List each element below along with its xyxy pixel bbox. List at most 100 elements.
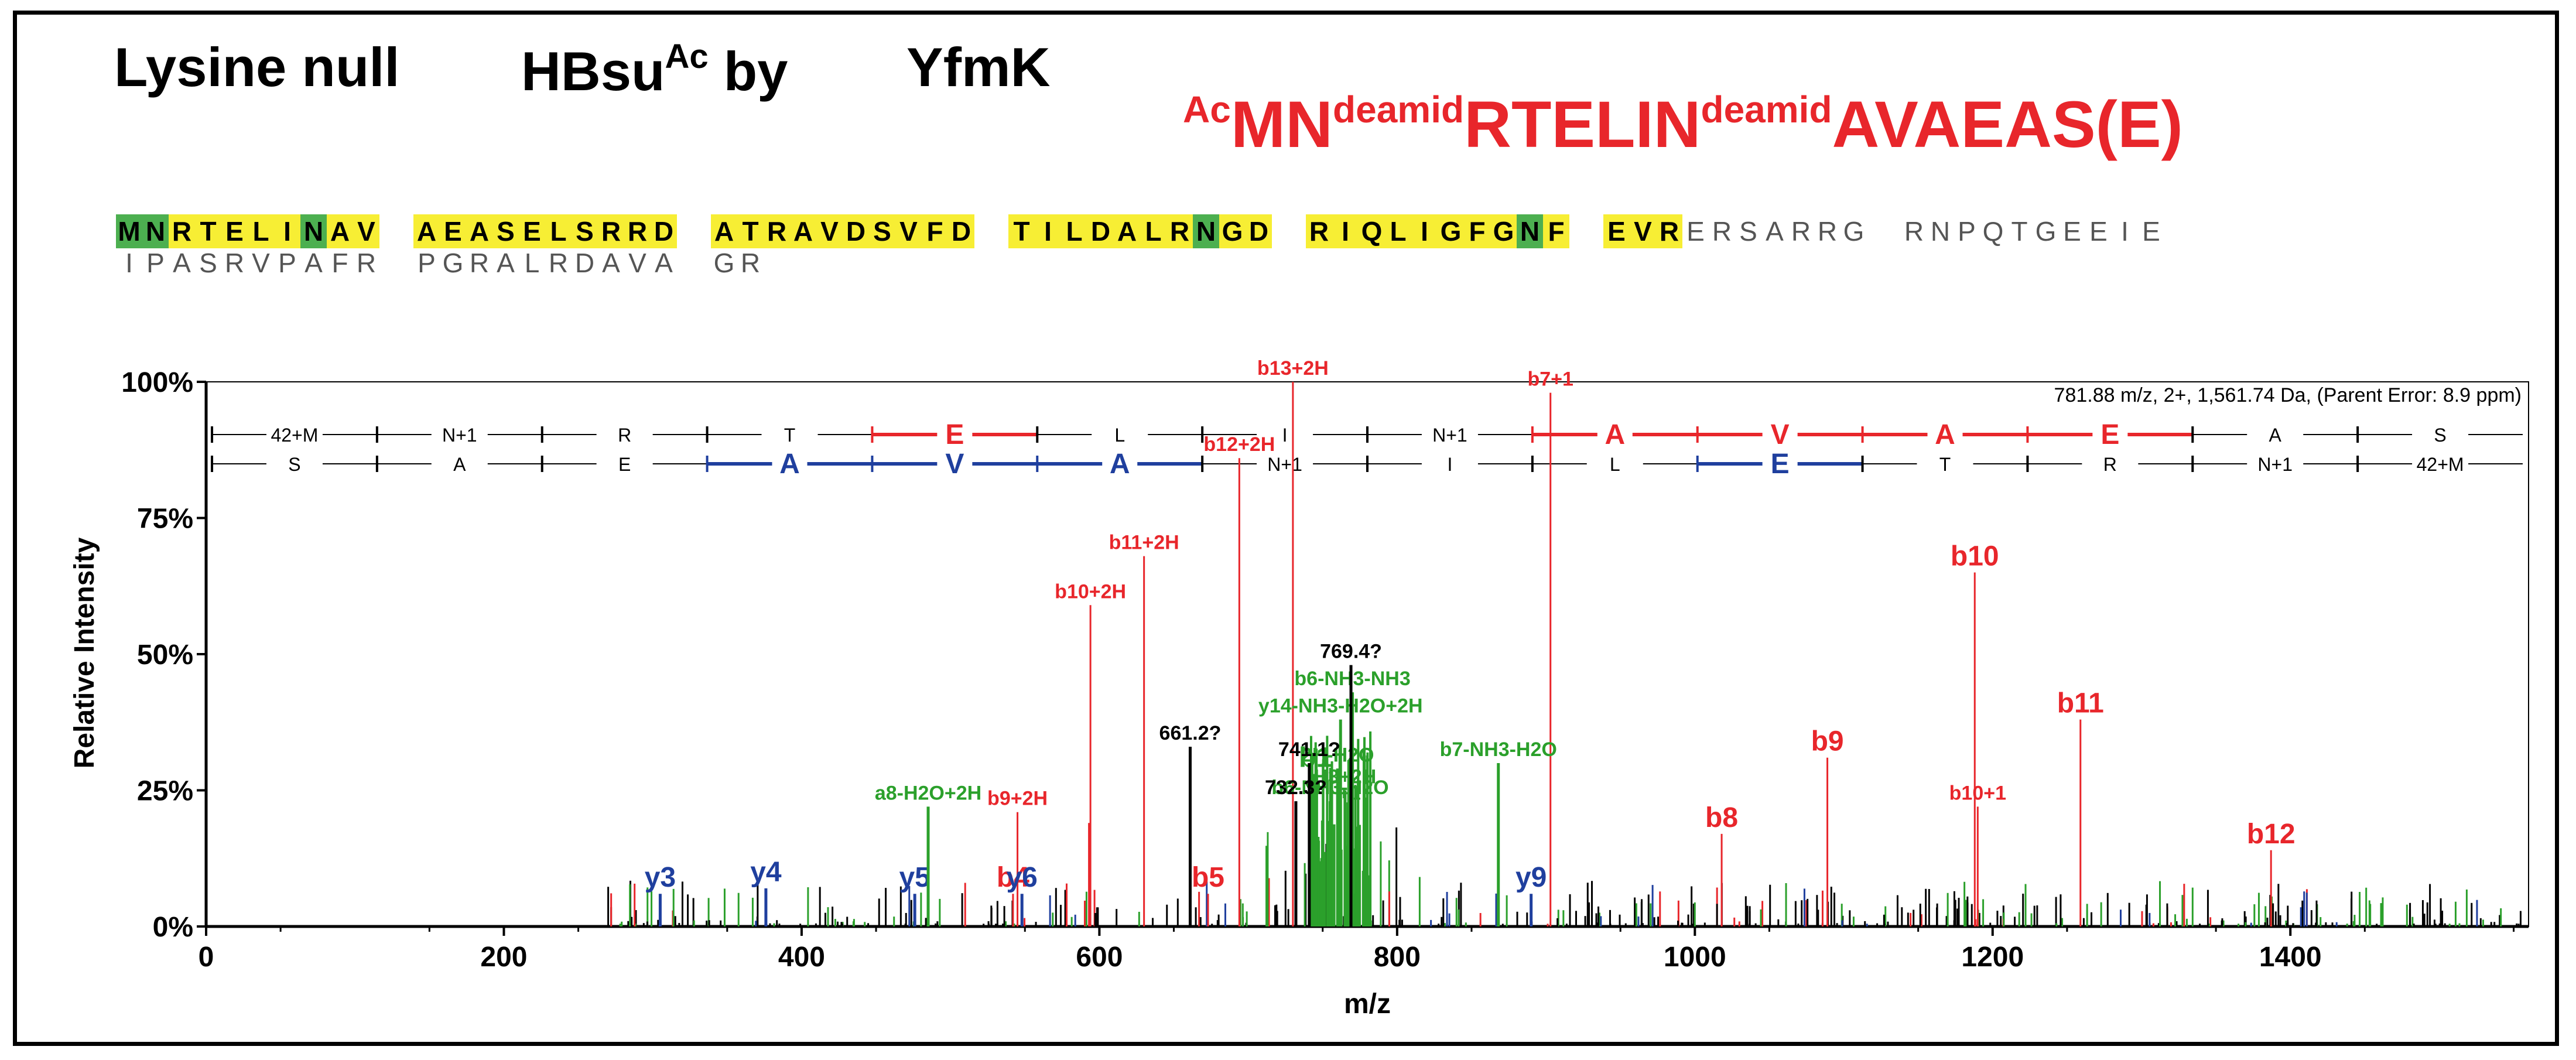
ladder-bottom-label-bg — [937, 452, 973, 476]
residue: Q — [1359, 214, 1385, 248]
ladder-bottom-label: R — [2103, 454, 2117, 475]
residue: F — [1543, 214, 1569, 248]
ladder-bottom-label: E — [1771, 449, 1790, 480]
ladder-bottom-label-bg — [1762, 452, 1798, 476]
residue: D — [843, 214, 869, 248]
title-lysine-null: Lysine null — [114, 36, 400, 98]
ladder-top-label-bg — [2412, 423, 2469, 446]
residue: L — [524, 248, 540, 278]
residue: A — [790, 214, 816, 248]
residue: A — [466, 214, 492, 248]
ladder-bottom-label-bg — [266, 452, 323, 476]
residue: A — [413, 214, 440, 248]
y-tick-label: 25% — [137, 776, 193, 807]
residue: E — [519, 214, 545, 248]
residue: R — [1904, 216, 1924, 247]
residue: I — [2121, 216, 2129, 247]
residue: V — [628, 248, 646, 278]
peak-label: b1 — [1299, 743, 1332, 774]
ladder-top-label-bg — [1597, 423, 1633, 446]
residue: G — [1843, 216, 1865, 247]
residue: E — [440, 214, 466, 248]
residue: P — [278, 248, 296, 278]
peak-label: +1 — [1338, 782, 1361, 804]
ladder-bottom-label: N+1 — [1267, 454, 1302, 475]
peak-label: y9 — [1516, 862, 1547, 893]
ladder-bottom-label-bg — [2247, 452, 2304, 476]
ladder-top-label: A — [1935, 419, 1955, 450]
ladder-top-label-bg — [596, 423, 653, 446]
residue: E — [221, 214, 248, 248]
residue: N — [1930, 216, 1951, 247]
ladder-top-label: A — [1605, 419, 1625, 450]
residue: I — [1332, 214, 1359, 248]
ladder-top-label-bg — [266, 423, 323, 446]
residue: S — [572, 214, 598, 248]
peptide-sequence: AcMNdeamidRTELINdeamidAVAEAS(E) — [1183, 91, 2183, 158]
residue: A — [711, 214, 737, 248]
ladder-top-label: I — [1282, 425, 1288, 446]
residue: G — [442, 248, 464, 278]
peak-label: b8 — [1705, 802, 1738, 833]
residue: A — [1766, 216, 1784, 247]
ladder-top-label: R — [618, 425, 631, 446]
ladder-bottom-label-bg — [1257, 452, 1313, 476]
residue: V — [252, 248, 270, 278]
residue: T — [737, 214, 764, 248]
ladder-top-label: 42+M — [271, 425, 318, 446]
residue: R — [764, 214, 790, 248]
peak-label: y6 — [1006, 862, 1037, 893]
residue: M — [116, 214, 142, 248]
residue: G — [1438, 214, 1464, 248]
ladder-bottom-label-bg — [1917, 452, 1973, 476]
ladder-bottom-label-bg — [2082, 452, 2139, 476]
peak-label: b7-NH3-H2O — [1440, 738, 1557, 761]
peak-label: b7+1 — [1527, 368, 1573, 391]
residue: R — [1712, 216, 1732, 247]
residue: S — [492, 214, 519, 248]
peak-label: b6-NH3-NH3 — [1294, 668, 1410, 690]
residue: R — [1791, 216, 1811, 247]
peak-label: b10+1 — [1949, 782, 2006, 804]
residue: I — [1035, 214, 1061, 248]
residue: R — [356, 248, 377, 278]
peak-label: b4 — [997, 862, 1029, 893]
ladder-top-label-bg — [937, 423, 973, 446]
x-tick-label: 200 — [480, 942, 527, 973]
residue: V — [816, 214, 843, 248]
peak-label: b9 — [1811, 726, 1844, 757]
x-tick-label: 1400 — [2259, 942, 2322, 973]
residue: R — [548, 248, 569, 278]
ladder-bottom-label-bg — [596, 452, 653, 476]
residue: E — [2142, 216, 2160, 247]
residue: N — [300, 214, 327, 248]
residue: R — [1656, 214, 1682, 248]
ladder-top-label-bg — [1421, 423, 1478, 446]
ladder-top-label: L — [1114, 425, 1125, 446]
ladder-bottom-label: 42+M — [2417, 454, 2464, 475]
residue: E — [1686, 216, 1705, 247]
residue: F — [1464, 214, 1490, 248]
x-tick-label: 0 — [199, 942, 214, 973]
x-tick-label: 1000 — [1664, 942, 1726, 973]
residue: L — [1061, 214, 1087, 248]
peak-label: b12 — [2247, 819, 2296, 850]
residue: G — [713, 248, 735, 278]
peak-label: 769.4? — [1320, 641, 1382, 663]
ladder-bottom-label: L — [1610, 454, 1620, 475]
residue: N — [1193, 214, 1219, 248]
peak-label: b9+2H — [987, 788, 1048, 810]
residue: D — [1246, 214, 1272, 248]
peak-label: y5 — [899, 862, 930, 893]
residue: A — [305, 248, 323, 278]
figure-frame — [13, 11, 2559, 1046]
peak-label: H3+2H — [1313, 766, 1376, 788]
ladder-bottom-label-bg — [1102, 452, 1138, 476]
ladder-top-label-bg — [761, 423, 818, 446]
residue: Q — [1982, 216, 2004, 247]
